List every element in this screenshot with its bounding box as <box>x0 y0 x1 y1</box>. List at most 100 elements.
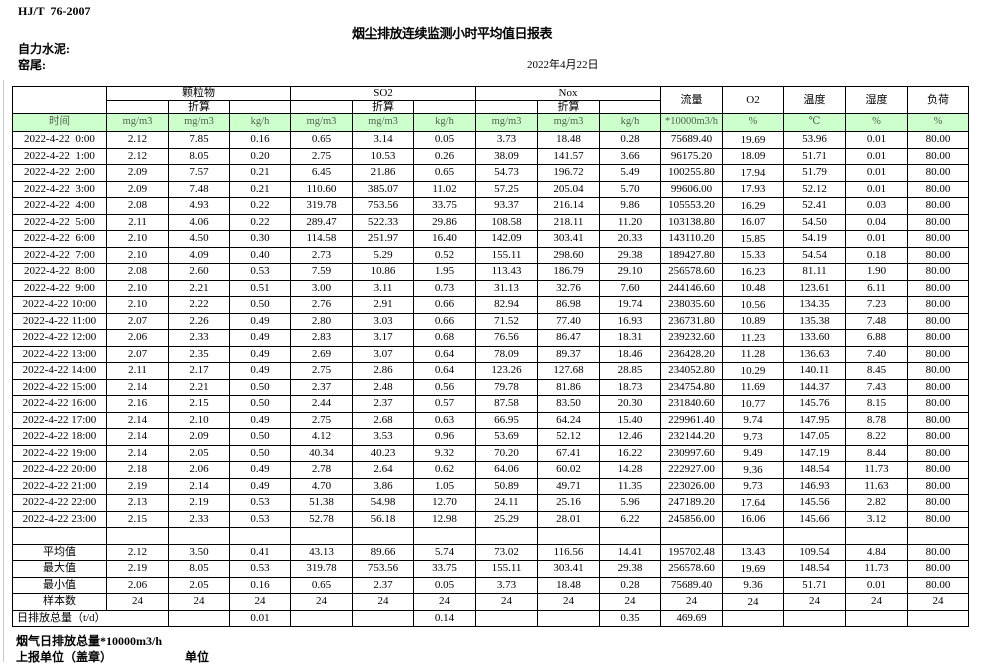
daily-total-value-cell <box>537 609 600 627</box>
value-cell: 236428.20 <box>660 345 723 363</box>
value-cell: 0.63 <box>413 411 476 429</box>
value-cell: 10.53 <box>352 147 414 165</box>
value-cell: 29.38 <box>599 246 661 264</box>
summary-row: 最小值 2.06 2.05 0.16 0.65 2.37 0.05 3.73 18.48 0.28… <box>12 576 969 594</box>
value-cell: 0.01 <box>845 164 908 182</box>
summary-value-cell: 0.53 <box>229 560 291 578</box>
summary-value-cell: 24 <box>475 593 538 611</box>
spacer-cell <box>907 527 969 545</box>
value-cell: 2.09 <box>106 180 169 198</box>
value-cell: 3.12 <box>845 510 908 528</box>
summary-label-cell: 最大值 <box>12 560 107 578</box>
value-cell: 144.37 <box>783 378 846 396</box>
value-cell: 2.15 <box>168 395 230 413</box>
value-cell: 2.16 <box>106 395 169 413</box>
summary-value-cell: 256578.60 <box>660 560 723 578</box>
company-label: 自力水泥: <box>18 42 70 56</box>
subheader-blank <box>229 100 291 114</box>
time-cell: 2022-4-22 6:00 <box>12 230 107 248</box>
value-cell: 2.48 <box>352 378 414 396</box>
value-cell: 2.10 <box>106 230 169 248</box>
value-cell: 3.66 <box>599 147 661 165</box>
value-cell: 99606.00 <box>660 180 723 198</box>
value-cell: 14.28 <box>599 461 661 479</box>
value-cell: 0.20 <box>229 147 291 165</box>
summary-value-cell: 148.54 <box>783 560 846 578</box>
value-cell: 80.00 <box>907 378 969 396</box>
summary-value-cell: 195702.48 <box>660 543 723 561</box>
daily-total-value-cell <box>722 609 784 627</box>
value-cell: 17.94 <box>722 164 784 182</box>
spacer-row <box>12 527 969 545</box>
value-cell: 2.11 <box>106 213 169 231</box>
unit-cell: % <box>845 113 908 132</box>
value-cell: 57.25 <box>475 180 538 198</box>
value-cell: 80.00 <box>907 461 969 479</box>
value-cell: 0.49 <box>229 345 291 363</box>
value-cell: 223026.00 <box>660 477 723 495</box>
value-cell: 0.01 <box>845 180 908 198</box>
value-cell: 83.50 <box>537 395 600 413</box>
value-cell: 135.38 <box>783 312 846 330</box>
value-cell: 2.44 <box>290 395 353 413</box>
value-cell: 11.28 <box>722 345 784 363</box>
value-cell: 222927.00 <box>660 461 723 479</box>
value-cell: 80.00 <box>907 230 969 248</box>
summary-row: 样本数 24 24 24 24 24 24 24 24 24 24 24 24 24 24 <box>12 593 969 611</box>
summary-value-cell: 24 <box>783 593 846 611</box>
summary-value-cell: 24 <box>907 593 969 611</box>
value-cell: 2.33 <box>168 329 230 347</box>
table-row: 2022-4-22 6:00 2.10 4.50 0.30 114.58 251.97 16… <box>12 230 969 248</box>
summary-value-cell: 51.71 <box>783 576 846 594</box>
value-cell: 244146.60 <box>660 279 723 297</box>
value-cell: 2.86 <box>352 362 414 380</box>
value-cell: 10.56 <box>722 296 784 314</box>
report-date: 2022年4月22日 <box>527 59 599 71</box>
value-cell: 3.73 <box>475 131 538 149</box>
time-cell: 2022-4-22 13:00 <box>12 345 107 363</box>
value-cell: 4.09 <box>168 246 230 264</box>
value-cell: 80.00 <box>907 494 969 512</box>
value-cell: 80.00 <box>907 477 969 495</box>
time-cell: 2022-4-22 16:00 <box>12 395 107 413</box>
summary-value-cell: 24 <box>229 593 291 611</box>
value-cell: 0.40 <box>229 246 291 264</box>
value-cell: 218.11 <box>537 213 600 231</box>
value-cell: 196.72 <box>537 164 600 182</box>
value-cell: 229961.40 <box>660 411 723 429</box>
daily-total-row: 日排放总量（t/d） 0.01 0.14 0.35 469.69 <box>12 609 969 627</box>
subheader-blank <box>475 100 538 114</box>
value-cell: 522.33 <box>352 213 414 231</box>
standard-label: HJ/T 76-2007 <box>18 4 91 18</box>
value-cell: 2.75 <box>290 362 353 380</box>
value-cell: 28.85 <box>599 362 661 380</box>
value-cell: 0.22 <box>229 197 291 215</box>
value-cell: 12.46 <box>599 428 661 446</box>
spacer-cell <box>352 527 414 545</box>
value-cell: 256578.60 <box>660 263 723 281</box>
value-cell: 2.10 <box>106 246 169 264</box>
value-cell: 18.09 <box>722 147 784 165</box>
value-cell: 4.06 <box>168 213 230 231</box>
time-cell: 2022-4-22 23:00 <box>12 510 107 528</box>
summary-value-cell: 3.50 <box>168 543 230 561</box>
value-cell: 16.40 <box>413 230 476 248</box>
spacer-cell <box>12 527 107 545</box>
time-cell: 2022-4-22 17:00 <box>12 411 107 429</box>
table-row: 2022-4-22 7:00 2.10 4.09 0.40 2.73 5.29 0.52 15… <box>12 246 969 264</box>
value-cell: 2.14 <box>168 477 230 495</box>
time-cell: 2022-4-22 21:00 <box>12 477 107 495</box>
value-cell: 385.07 <box>352 180 414 198</box>
value-cell: 64.24 <box>537 411 600 429</box>
summary-value-cell: 73.02 <box>475 543 538 561</box>
value-cell: 230997.60 <box>660 444 723 462</box>
value-cell: 0.01 <box>845 230 908 248</box>
summary-value-cell: 9.36 <box>722 576 784 594</box>
value-cell: 3.11 <box>352 279 414 297</box>
value-cell: 0.96 <box>413 428 476 446</box>
table-row: 2022-4-22 22:00 2.13 2.19 0.53 51.38 54.98 12.… <box>12 494 969 512</box>
subheader-converted-pm: 折算 <box>168 100 230 114</box>
table-row: 2022-4-22 9:00 2.10 2.21 0.51 3.00 3.11 0.73 31… <box>12 279 969 297</box>
value-cell: 0.64 <box>413 345 476 363</box>
time-cell: 2022-4-22 14:00 <box>12 362 107 380</box>
